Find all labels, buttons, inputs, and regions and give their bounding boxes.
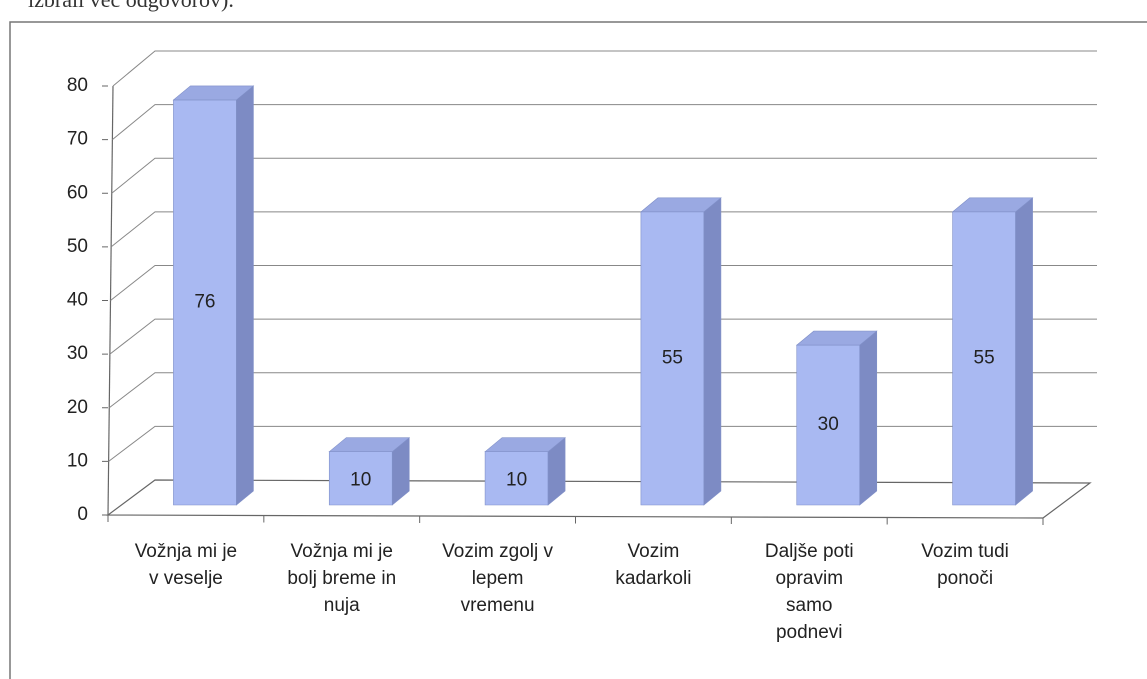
x-tick-label: Vožnja mi je v veselje: [135, 541, 237, 589]
bar-side: [703, 197, 722, 506]
bar-top: [640, 197, 722, 213]
data-label: 55: [974, 347, 995, 368]
data-label: 10: [350, 469, 371, 490]
y-tick-label: 70: [67, 129, 88, 150]
x-tick-label: Vozim tudi ponoči: [921, 541, 1009, 589]
grid-line: [112, 50, 1097, 87]
x-tick-label: Vozim kadarkoli: [615, 541, 691, 589]
bar-top: [172, 85, 255, 101]
y-tick-label: 30: [67, 343, 88, 364]
bar-side: [859, 330, 878, 506]
note: izbrali več odgovorov).: [28, 0, 234, 12]
x-tick-label: Vožnja mi je bolj breme in nuja: [287, 541, 396, 616]
grid-line: [110, 211, 1097, 248]
y-tick-label: 20: [67, 397, 88, 418]
bar: [484, 437, 566, 506]
bar: [328, 437, 411, 506]
y-tick-label: 50: [67, 236, 88, 257]
data-label: 10: [506, 469, 527, 490]
bar-top: [795, 330, 878, 346]
chart-border: [9, 21, 1147, 679]
data-label: 55: [662, 347, 683, 368]
grid-line: [108, 372, 1097, 409]
bar-side: [1015, 197, 1033, 506]
y-tick-label: 60: [67, 182, 88, 203]
floor: [106, 479, 1092, 519]
grid-line: [112, 104, 1097, 141]
grid-line: [108, 425, 1097, 462]
bar: [640, 197, 722, 506]
y-tick-label: 80: [67, 75, 88, 96]
bar-top: [951, 197, 1034, 213]
y-tick-label: 40: [67, 290, 88, 311]
data-label: 30: [818, 414, 839, 435]
x-tick-label: Daljše poti opravim samo podnevi: [765, 541, 854, 643]
bar-side: [236, 85, 254, 506]
y-tick-label: 0: [77, 504, 88, 525]
bar: [172, 85, 255, 506]
grid-line: [110, 265, 1097, 301]
bar-top: [328, 437, 411, 453]
bar: [951, 197, 1034, 506]
bar-top: [484, 437, 566, 453]
data-label: 76: [194, 291, 215, 312]
bar: [795, 330, 878, 506]
grid-line: [109, 318, 1097, 355]
x-tick-label: Vozim zgolj v lepem vremenu: [442, 541, 553, 616]
grid-line: [111, 157, 1097, 194]
y-tick-label: 10: [67, 450, 88, 471]
